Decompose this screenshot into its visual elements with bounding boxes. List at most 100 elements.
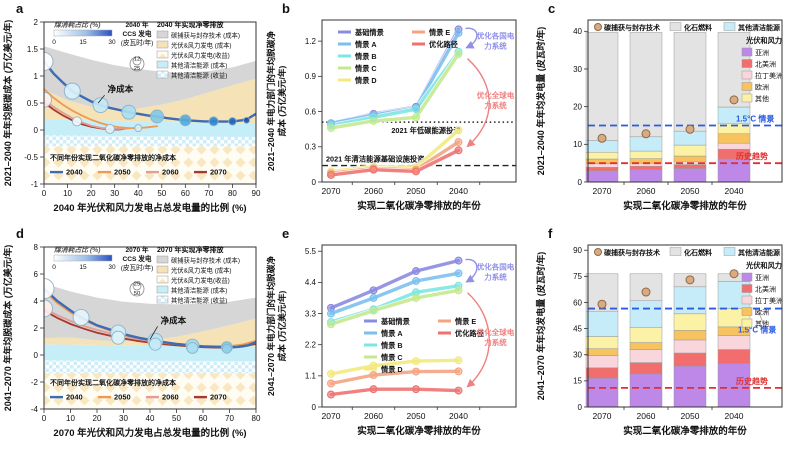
series-marker — [454, 367, 463, 376]
legend-clean-label: 其他清洁能源 — [738, 248, 780, 257]
ccs-dot — [729, 95, 739, 105]
series-line-6 — [329, 387, 461, 397]
y-tick-label: 75 — [573, 272, 582, 281]
x-tick-label: 80 — [252, 414, 261, 423]
series-marker — [454, 386, 463, 395]
series-marker — [326, 390, 335, 399]
series-marker — [454, 356, 463, 365]
area-legend-swatch — [156, 30, 169, 39]
x-axis-title: 2040 年光伏和风力发电占总发电量的比例 (%) — [53, 202, 246, 214]
series-marker — [412, 105, 421, 114]
annotation-global: 优化全球电 — [477, 90, 515, 100]
series-marker — [369, 306, 378, 315]
legend-label: 情景 D — [355, 76, 377, 85]
y-tick-label: 0 — [578, 403, 583, 412]
series-line-1 — [329, 271, 461, 316]
bar-seg-其他清洁能源 — [629, 136, 663, 152]
netcost-pointer — [97, 94, 105, 104]
x-axis-title: 实现二氧化碳净零排放的年份 — [357, 200, 481, 212]
legend-region-swatch — [741, 82, 753, 91]
bar-seg-其他清洁能源 — [629, 300, 663, 328]
reference-line-label: 2021 年清洁能源基础设施投资 — [326, 155, 425, 164]
bar-seg-亚洲 — [717, 363, 751, 408]
area-legend-swatch — [156, 40, 169, 49]
legend-region-label: 欧洲 — [755, 308, 769, 317]
colorbar-tick: 15 — [79, 264, 87, 271]
legend-label: 情景 E — [429, 28, 450, 37]
y-axis-title: 2021–2040 年年均脱碳成本 (万亿美元/年) — [2, 20, 13, 187]
x-tick-label: 2040 — [449, 186, 468, 196]
series-marker — [326, 369, 335, 378]
y-tick-label: 6 — [34, 270, 39, 279]
legend-region-swatch — [741, 47, 753, 57]
panel-b: b 2021 年低碳能源投资 2021 年清洁能源基础设施投资 基础情景 情景 A 情景… — [266, 0, 532, 225]
series-marker — [454, 28, 463, 37]
y-tick-label: 90 — [573, 246, 582, 255]
other-clean-benefit-area — [44, 360, 256, 374]
series-marker — [454, 138, 463, 147]
x-tick-label: 50 — [157, 189, 166, 198]
bar-seg-欧洲 — [673, 330, 707, 341]
y-tick-label: 0.9 — [305, 72, 317, 81]
x-tick-label: 2070 — [593, 411, 612, 421]
x-axis-title: 实现二氧化碳净零排放的年份 — [357, 425, 481, 437]
legend-region-label: 欧洲 — [755, 83, 769, 92]
other-clean-cost-area — [44, 119, 256, 137]
pv-wind-cost-area — [44, 78, 256, 124]
panel-letter-b: b — [282, 1, 290, 16]
x-tick-label: 50 — [172, 414, 181, 423]
x-tick-label: 2050 — [407, 186, 426, 196]
legend-region-swatch — [741, 59, 753, 68]
bottom-legend-label: 2040 — [66, 168, 83, 177]
y-tick-label: -0.5 — [24, 153, 38, 162]
series-line-4 — [329, 358, 461, 376]
panel-a: a 净成本 煤消耗占比 (%) 0 15 30 2040 年 CCS 发电 (皮瓦时/年) 12… — [0, 0, 266, 225]
series-marker — [454, 256, 463, 265]
colorbar — [53, 29, 113, 37]
legend-region-label: 其他 — [755, 94, 769, 103]
pv-wind-benefit-area — [44, 373, 256, 409]
other-clean-cost-area — [44, 344, 256, 362]
x-axis-title: 2070 年光伏和风力发电占总发电量的比例 (%) — [53, 427, 246, 439]
y-tick-label: 4.4 — [305, 278, 317, 287]
x-tick-label: 2040 — [725, 186, 744, 196]
series-marker — [369, 370, 378, 379]
colorbar-tick: 30 — [108, 39, 116, 46]
panel-e: e 基础情景 情景 A 情景 B 情景 C 情景 D 情景 E 优化路径 优化各国电 力系统 优化… — [266, 225, 532, 450]
y-tick-label: 15 — [573, 377, 582, 386]
x-tick-label: 2040 — [725, 411, 744, 421]
series-marker — [369, 286, 378, 295]
legend-region-label: 拉丁美洲 — [755, 71, 783, 80]
x-tick-label: 10 — [63, 189, 72, 198]
series-marker — [454, 50, 463, 59]
size-legend-title: CCS 发电 — [123, 254, 152, 263]
bar-seg-北美洲 — [717, 349, 751, 364]
pv-wind-cost-area — [44, 318, 256, 347]
bar-seg-化石燃料 — [629, 273, 663, 301]
bar-seg-北美洲 — [585, 367, 619, 379]
series-line-5 — [329, 369, 461, 386]
x-tick-label: 60 — [181, 189, 190, 198]
y-tick-label: -4 — [31, 405, 39, 414]
bar-seg-北美洲 — [629, 165, 663, 170]
area-legend-label: 其他清洁能源 (收益) — [171, 71, 227, 80]
annotation-global: 力系统 — [484, 100, 507, 110]
area-legend-swatch — [156, 265, 169, 274]
y-tick-label: 0.3 — [305, 143, 317, 152]
x-tick-label: 2050 — [681, 186, 700, 196]
x-tick-label: 10 — [66, 414, 75, 423]
ccs-dot — [641, 129, 651, 139]
legend-pv-title: 光伏和风力 — [745, 36, 782, 45]
x-tick-label: 2060 — [637, 411, 656, 421]
bar-seg-欧洲 — [585, 348, 619, 356]
legend-fossil-label: 化石燃料 — [684, 248, 712, 257]
series-marker — [412, 367, 421, 376]
size-legend-title: 2070 年 — [125, 245, 149, 254]
x-tick-label: 2050 — [407, 411, 426, 421]
bar-seg-其他 — [629, 150, 663, 159]
bar-seg-欧洲 — [673, 155, 707, 162]
y-tick-label: -2 — [31, 378, 39, 387]
y-tick-label: 0.6 — [305, 107, 317, 116]
